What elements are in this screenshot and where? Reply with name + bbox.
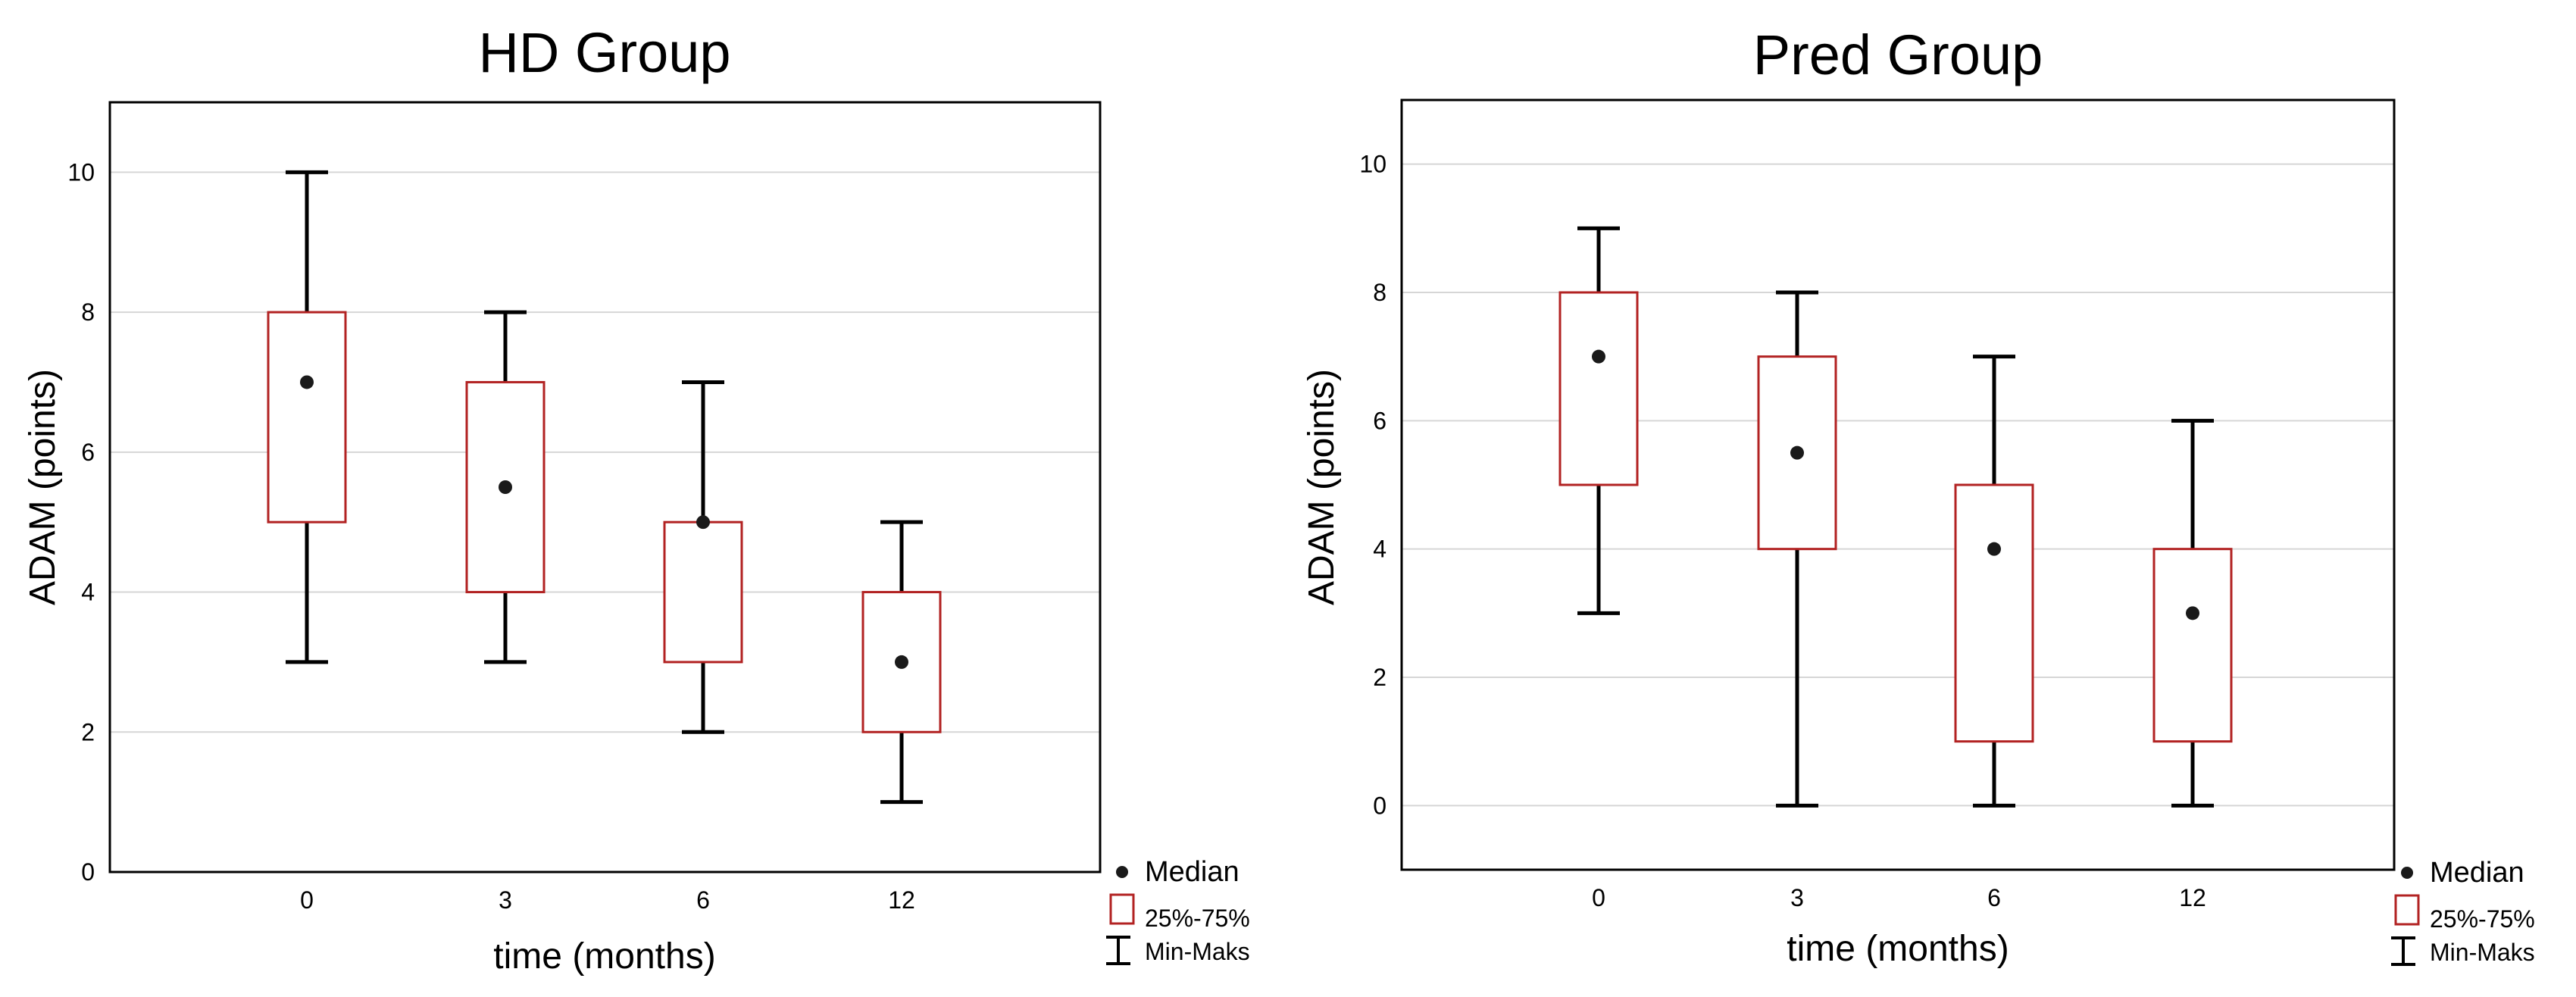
- median-dot: [300, 375, 314, 389]
- y-tick-label: 10: [67, 158, 95, 186]
- y-tick-label: 8: [81, 298, 95, 326]
- legend-median-marker: [1116, 866, 1128, 878]
- plot-frame: [108, 101, 1102, 874]
- legend-median-label: Median: [1145, 856, 1240, 888]
- x-axis-title: time (months): [493, 936, 715, 977]
- iqr-box: [1558, 291, 1639, 486]
- legend-box-label: 25%-75%: [2430, 905, 2535, 933]
- legend-box-label: 25%-75%: [1145, 905, 1250, 932]
- plot-frame: [1400, 98, 2396, 871]
- median-dot: [696, 515, 710, 530]
- legend-median-marker: [2401, 867, 2413, 879]
- median-dot: [895, 655, 908, 669]
- y-tick-label: 2: [81, 718, 95, 745]
- median-dot: [1790, 445, 1804, 460]
- x-tick-label: 6: [696, 886, 710, 914]
- y-tick-label: 0: [1373, 792, 1386, 819]
- iqr-box: [663, 520, 743, 664]
- y-tick-label: 2: [1373, 664, 1386, 691]
- x-axis-title: time (months): [1787, 929, 2009, 969]
- y-axis-title: ADAM (points): [23, 369, 63, 605]
- median-dot: [499, 480, 512, 494]
- y-tick-label: 4: [81, 579, 95, 606]
- y-tick-label: 8: [1373, 279, 1386, 306]
- legend-box-marker: [2394, 894, 2420, 926]
- x-tick-label: 12: [2179, 884, 2206, 911]
- median-dot: [1592, 349, 1605, 364]
- x-tick-label: 3: [1790, 884, 1804, 911]
- x-tick-label: 3: [499, 886, 512, 914]
- y-tick-label: 10: [1359, 151, 1386, 178]
- legend-whisker-label: Min-Maks: [1145, 938, 1250, 965]
- median-dot: [2186, 606, 2199, 620]
- y-axis-title: ADAM (points): [1302, 369, 1342, 605]
- median-dot: [1987, 542, 2001, 556]
- y-tick-label: 0: [81, 858, 95, 886]
- x-tick-label: 0: [300, 886, 314, 914]
- x-tick-label: 12: [888, 886, 915, 914]
- x-tick-label: 6: [1987, 884, 2001, 911]
- legend-median-label: Median: [2430, 857, 2524, 889]
- iqr-box: [2152, 548, 2233, 743]
- y-tick-label: 6: [81, 439, 95, 466]
- iqr-box: [1954, 483, 2034, 743]
- chart-title: HD Group: [478, 21, 730, 84]
- iqr-box: [267, 311, 347, 524]
- legend-whisker-label: Min-Maks: [2430, 939, 2535, 966]
- y-tick-label: 6: [1373, 407, 1386, 434]
- x-tick-label: 0: [1592, 884, 1605, 911]
- y-tick-label: 4: [1373, 536, 1386, 563]
- chart-title: Pred Group: [1753, 23, 2043, 86]
- legend-box-marker: [1109, 893, 1135, 925]
